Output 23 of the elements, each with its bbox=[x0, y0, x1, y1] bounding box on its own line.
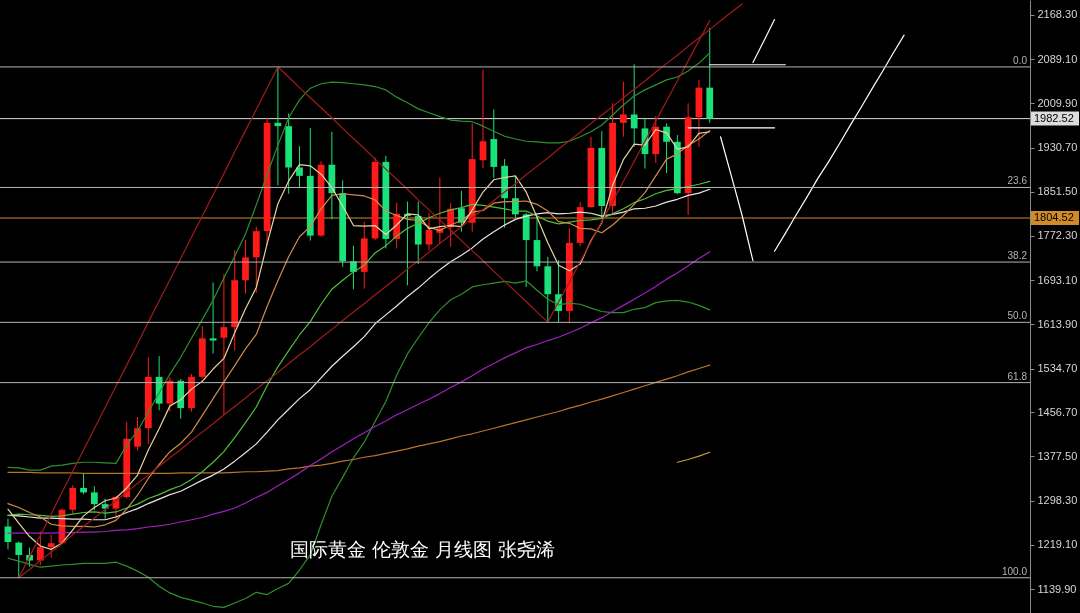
ref-line-label: 0.0 bbox=[1013, 54, 1028, 66]
annotation: 国际黄金 伦敦金 月线图 张尧浠 bbox=[289, 537, 555, 560]
y-tick-label: 1851.50 bbox=[1037, 185, 1078, 198]
ref-line-label: 61.8 bbox=[1007, 370, 1028, 382]
y-tick-label: 2089.10 bbox=[1037, 52, 1078, 65]
y-tick-label: 2168.30 bbox=[1037, 8, 1078, 21]
y-tick-label: 1613.90 bbox=[1037, 317, 1078, 330]
y-tick-label: 1930.70 bbox=[1037, 141, 1078, 154]
ref-line-label: 23.6 bbox=[1007, 175, 1028, 187]
ref-line-label: 50.0 bbox=[1007, 310, 1028, 322]
y-tick-label: 1219.10 bbox=[1037, 538, 1078, 551]
y-tick-label: 1456.70 bbox=[1037, 405, 1078, 418]
y-tick-label: 1772.30 bbox=[1037, 229, 1078, 242]
y-tick-label: 1693.10 bbox=[1037, 273, 1078, 286]
y-tick-label: 1298.30 bbox=[1037, 494, 1078, 507]
ref-line-label: 38.2 bbox=[1007, 250, 1028, 262]
ref-line-label: 100.0 bbox=[1001, 565, 1028, 577]
y-tick-label: 1377.50 bbox=[1037, 449, 1078, 462]
ref-line-label: 1804.52 bbox=[1034, 211, 1074, 223]
y-tick-label: 2009.90 bbox=[1037, 96, 1078, 109]
y-tick-label: 1534.70 bbox=[1037, 362, 1078, 375]
y-tick-label: 1139.90 bbox=[1037, 582, 1077, 595]
ref-line-label: 1982.52 bbox=[1034, 111, 1074, 124]
